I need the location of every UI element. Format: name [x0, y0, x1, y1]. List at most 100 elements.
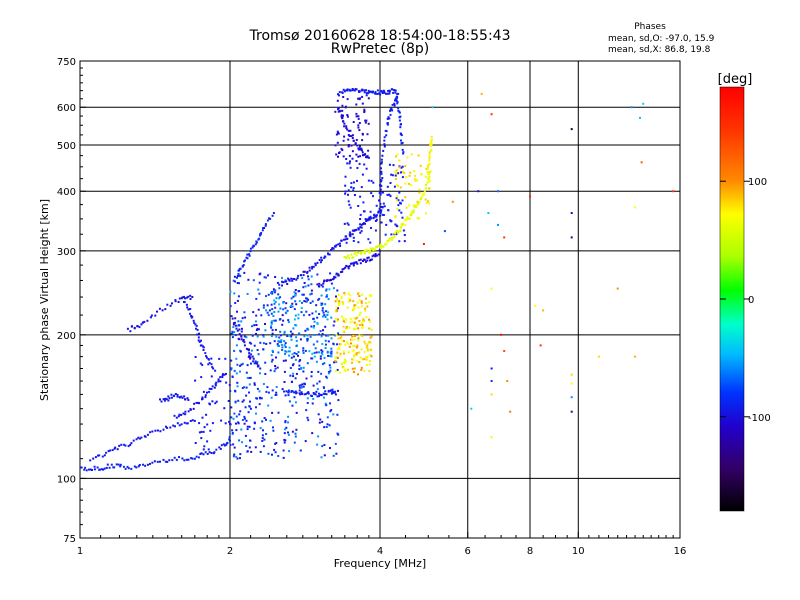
echo-point [311, 265, 314, 268]
echo-point [337, 307, 339, 310]
echo-point [416, 179, 419, 182]
echo-point [266, 311, 269, 314]
echo-point [173, 414, 176, 417]
echo-point [385, 243, 388, 246]
echo-point [372, 249, 375, 252]
echo-point [383, 143, 386, 146]
echo-point [307, 391, 310, 394]
echo-point [270, 321, 273, 324]
echo-point [240, 338, 243, 341]
echo-point [299, 384, 302, 387]
echo-point [310, 292, 313, 295]
echo-point [301, 293, 304, 296]
echo-point [326, 351, 329, 354]
echo-point [284, 350, 287, 353]
echo-point [570, 382, 573, 385]
echo-point [425, 167, 428, 170]
echo-point [290, 356, 293, 359]
echo-point [235, 344, 238, 347]
echo-point [221, 374, 224, 377]
grid [80, 61, 680, 538]
echo-point [232, 417, 235, 420]
echo-point [183, 421, 186, 424]
echo-point [299, 274, 302, 277]
echo-point [202, 453, 205, 456]
echo-point [271, 358, 274, 361]
echo-point [317, 285, 320, 288]
echo-point [289, 330, 292, 333]
echo-point [282, 359, 285, 362]
echo-point [230, 406, 233, 409]
echo-point [252, 245, 255, 248]
echo-point [361, 334, 364, 337]
echo-point [164, 308, 167, 311]
echo-point [342, 330, 345, 333]
echo-point [237, 324, 240, 327]
echo-point [500, 333, 503, 336]
echo-point [176, 422, 179, 425]
echo-point [382, 214, 385, 216]
echo-point [336, 289, 339, 292]
echo-point [277, 344, 279, 347]
echo-point [403, 219, 406, 222]
echo-point [366, 363, 368, 366]
echo-point [235, 429, 238, 432]
echo-point [299, 393, 302, 396]
echo-point [317, 413, 320, 416]
echo-point [293, 308, 296, 311]
echo-point [363, 210, 366, 213]
echo-point [174, 300, 177, 303]
echo-point [401, 165, 404, 168]
echo-point [338, 151, 341, 154]
echo-point [253, 383, 256, 386]
echo-point [346, 128, 349, 131]
echo-point [118, 444, 121, 447]
echo-point [355, 254, 358, 257]
echo-point [141, 321, 144, 324]
echo-point [379, 214, 382, 217]
echo-point [295, 428, 298, 431]
echo-point [228, 384, 231, 386]
echo-point [352, 187, 355, 190]
echo-point [198, 340, 201, 343]
y-tick-label: 75 [63, 534, 76, 545]
echo-point [383, 136, 386, 139]
echo-point [327, 340, 330, 343]
echo-point [268, 217, 270, 220]
echo-point [135, 438, 138, 441]
echo-point [319, 357, 322, 360]
echo-point [359, 356, 362, 359]
echo-point [267, 274, 269, 277]
echo-point [365, 316, 368, 319]
echo-point [395, 233, 398, 236]
echo-point [272, 429, 275, 432]
echo-point [360, 223, 363, 226]
echo-point [312, 317, 315, 320]
echo-point [341, 268, 344, 271]
echo-point [298, 392, 301, 395]
echo-point [371, 255, 374, 258]
echo-point [158, 307, 161, 310]
echo-point [265, 433, 268, 435]
echo-point [140, 436, 143, 439]
echo-point [168, 397, 171, 400]
echo-point [326, 318, 329, 321]
echo-point [210, 388, 213, 390]
echo-point [156, 429, 159, 432]
echo-point [364, 309, 367, 312]
echo-point [389, 219, 392, 222]
echo-point [349, 129, 352, 132]
echo-point [279, 307, 282, 310]
echo-point [335, 310, 338, 313]
echo-point [340, 239, 343, 242]
echo-point [89, 468, 92, 471]
echo-point [316, 340, 319, 343]
echo-point [193, 321, 196, 324]
echo-point [233, 331, 236, 334]
echo-point [358, 361, 361, 364]
echo-point [255, 406, 257, 409]
echo-point [321, 315, 324, 318]
echo-point [423, 190, 426, 193]
echo-point [202, 346, 205, 349]
